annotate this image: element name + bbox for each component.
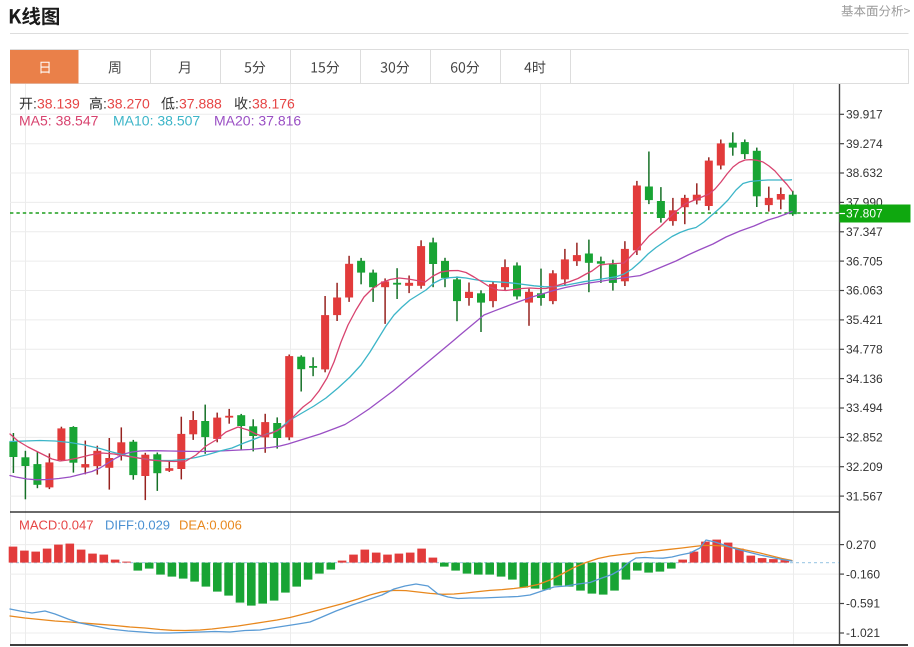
svg-text::: : xyxy=(175,96,179,112)
svg-text:38.139: 38.139 xyxy=(37,96,80,112)
svg-text::: : xyxy=(248,96,252,112)
svg-text:31.567: 31.567 xyxy=(846,489,883,503)
svg-text:-0.591: -0.591 xyxy=(846,597,880,611)
svg-text::: : xyxy=(33,96,37,112)
svg-text:MA5: 38.547: MA5: 38.547 xyxy=(19,112,99,128)
svg-text:MA10: 38.507: MA10: 38.507 xyxy=(113,112,200,128)
svg-text:37.888: 37.888 xyxy=(179,96,222,112)
svg-text:DIFF:0.029: DIFF:0.029 xyxy=(105,518,170,533)
svg-text:38.632: 38.632 xyxy=(846,166,883,180)
svg-text:-0.160: -0.160 xyxy=(846,567,880,581)
svg-text:33.494: 33.494 xyxy=(846,401,883,415)
svg-text:34.136: 34.136 xyxy=(846,372,883,386)
svg-text:39.917: 39.917 xyxy=(846,108,883,122)
svg-text:37.347: 37.347 xyxy=(846,225,883,239)
svg-text:32.209: 32.209 xyxy=(846,460,883,474)
svg-text:DEA:0.006: DEA:0.006 xyxy=(179,518,242,533)
svg-text:34.778: 34.778 xyxy=(846,343,883,357)
svg-text:MACD:0.047: MACD:0.047 xyxy=(19,518,93,533)
svg-text:39.274: 39.274 xyxy=(846,137,883,151)
svg-text:32.852: 32.852 xyxy=(846,431,883,445)
svg-text:36.063: 36.063 xyxy=(846,284,883,298)
svg-text:MA20: 37.816: MA20: 37.816 xyxy=(214,112,301,128)
svg-text:38.270: 38.270 xyxy=(107,96,150,112)
svg-text:35.421: 35.421 xyxy=(846,313,883,327)
svg-text:-1.021: -1.021 xyxy=(846,626,880,640)
svg-text:0.270: 0.270 xyxy=(846,538,876,552)
svg-text::: : xyxy=(103,96,107,112)
svg-text:38.176: 38.176 xyxy=(252,96,295,112)
svg-text:36.705: 36.705 xyxy=(846,254,883,268)
svg-text:37.807: 37.807 xyxy=(846,207,883,221)
